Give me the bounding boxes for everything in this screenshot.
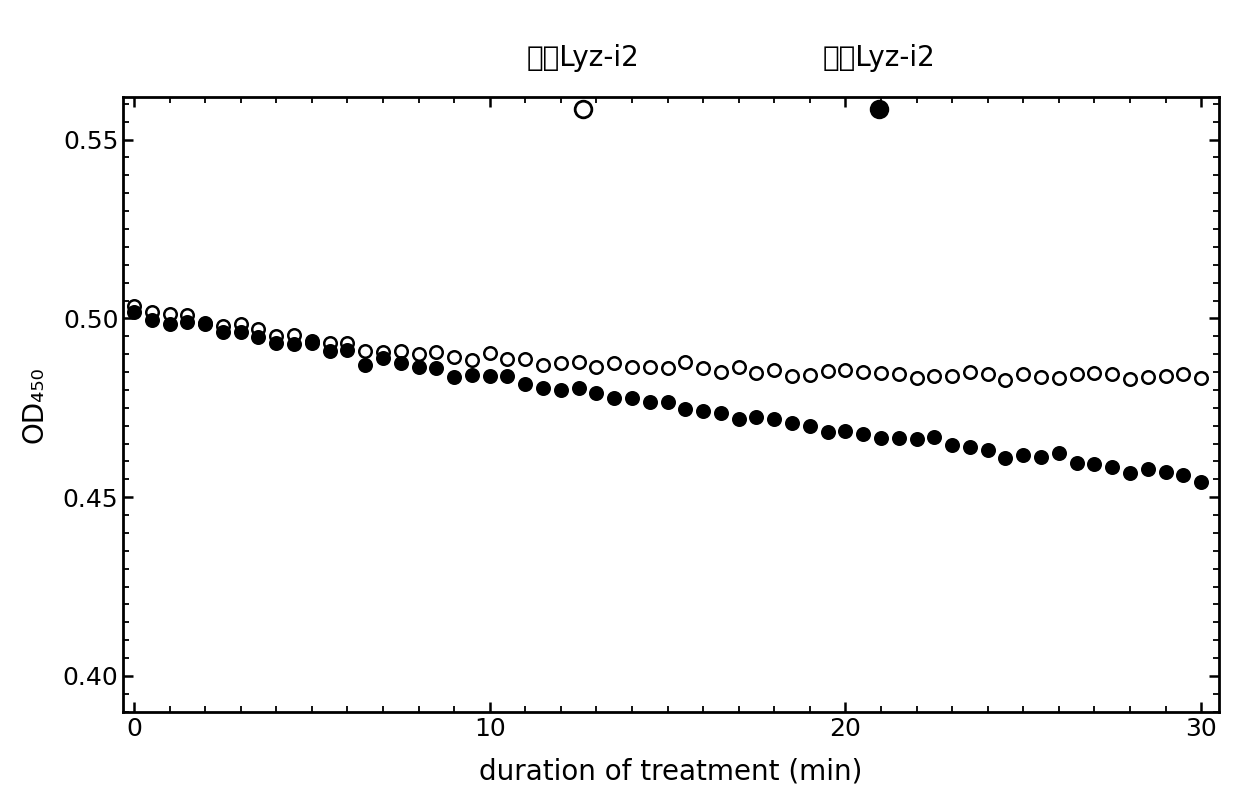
Text: 长型Lyz-i2: 长型Lyz-i2	[527, 44, 640, 72]
Y-axis label: OD₄₅₀: OD₄₅₀	[21, 366, 48, 442]
Text: 短型Lyz-i2: 短型Lyz-i2	[823, 44, 936, 72]
X-axis label: duration of treatment (min): duration of treatment (min)	[480, 757, 863, 785]
